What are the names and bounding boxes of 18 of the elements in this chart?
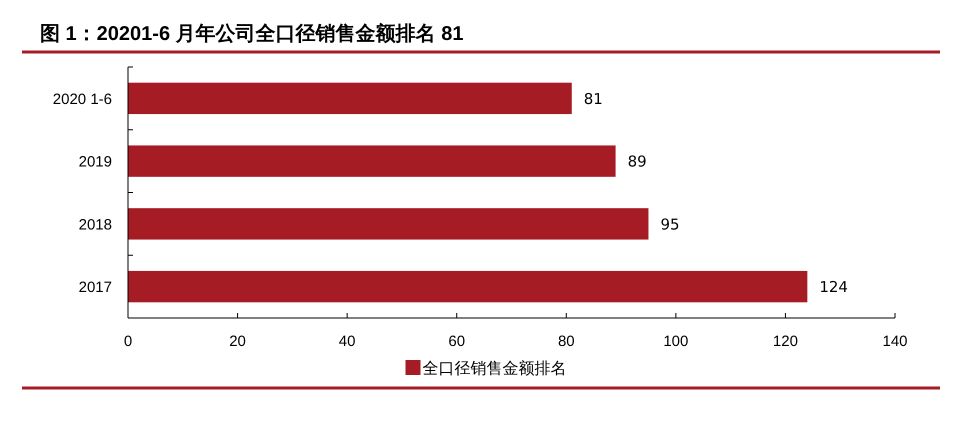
data-label: 89 bbox=[628, 152, 647, 171]
tick-label: 140 bbox=[882, 333, 908, 350]
category-label: 2018 bbox=[78, 216, 112, 234]
tick-label: 100 bbox=[663, 333, 688, 350]
category-label: 2017 bbox=[78, 279, 112, 296]
title: 图 1：20201-6 月年公司全口径销售金额排名 81 bbox=[40, 23, 464, 45]
data-label: 81 bbox=[584, 90, 603, 108]
category-label: 2019 bbox=[78, 154, 112, 171]
tick-label: 40 bbox=[338, 333, 356, 350]
category-label: 2020 1-6 bbox=[52, 90, 112, 108]
legend-label: 全口径销售金额排名 bbox=[422, 360, 566, 378]
data-label: 95 bbox=[660, 215, 680, 234]
tick-label: 0 bbox=[124, 333, 132, 350]
tick-label: 60 bbox=[448, 333, 466, 350]
tick-label: 20 bbox=[229, 333, 246, 350]
tick-label: 80 bbox=[558, 333, 575, 350]
tick-label: 120 bbox=[772, 333, 798, 350]
data-label: 124 bbox=[819, 278, 848, 296]
